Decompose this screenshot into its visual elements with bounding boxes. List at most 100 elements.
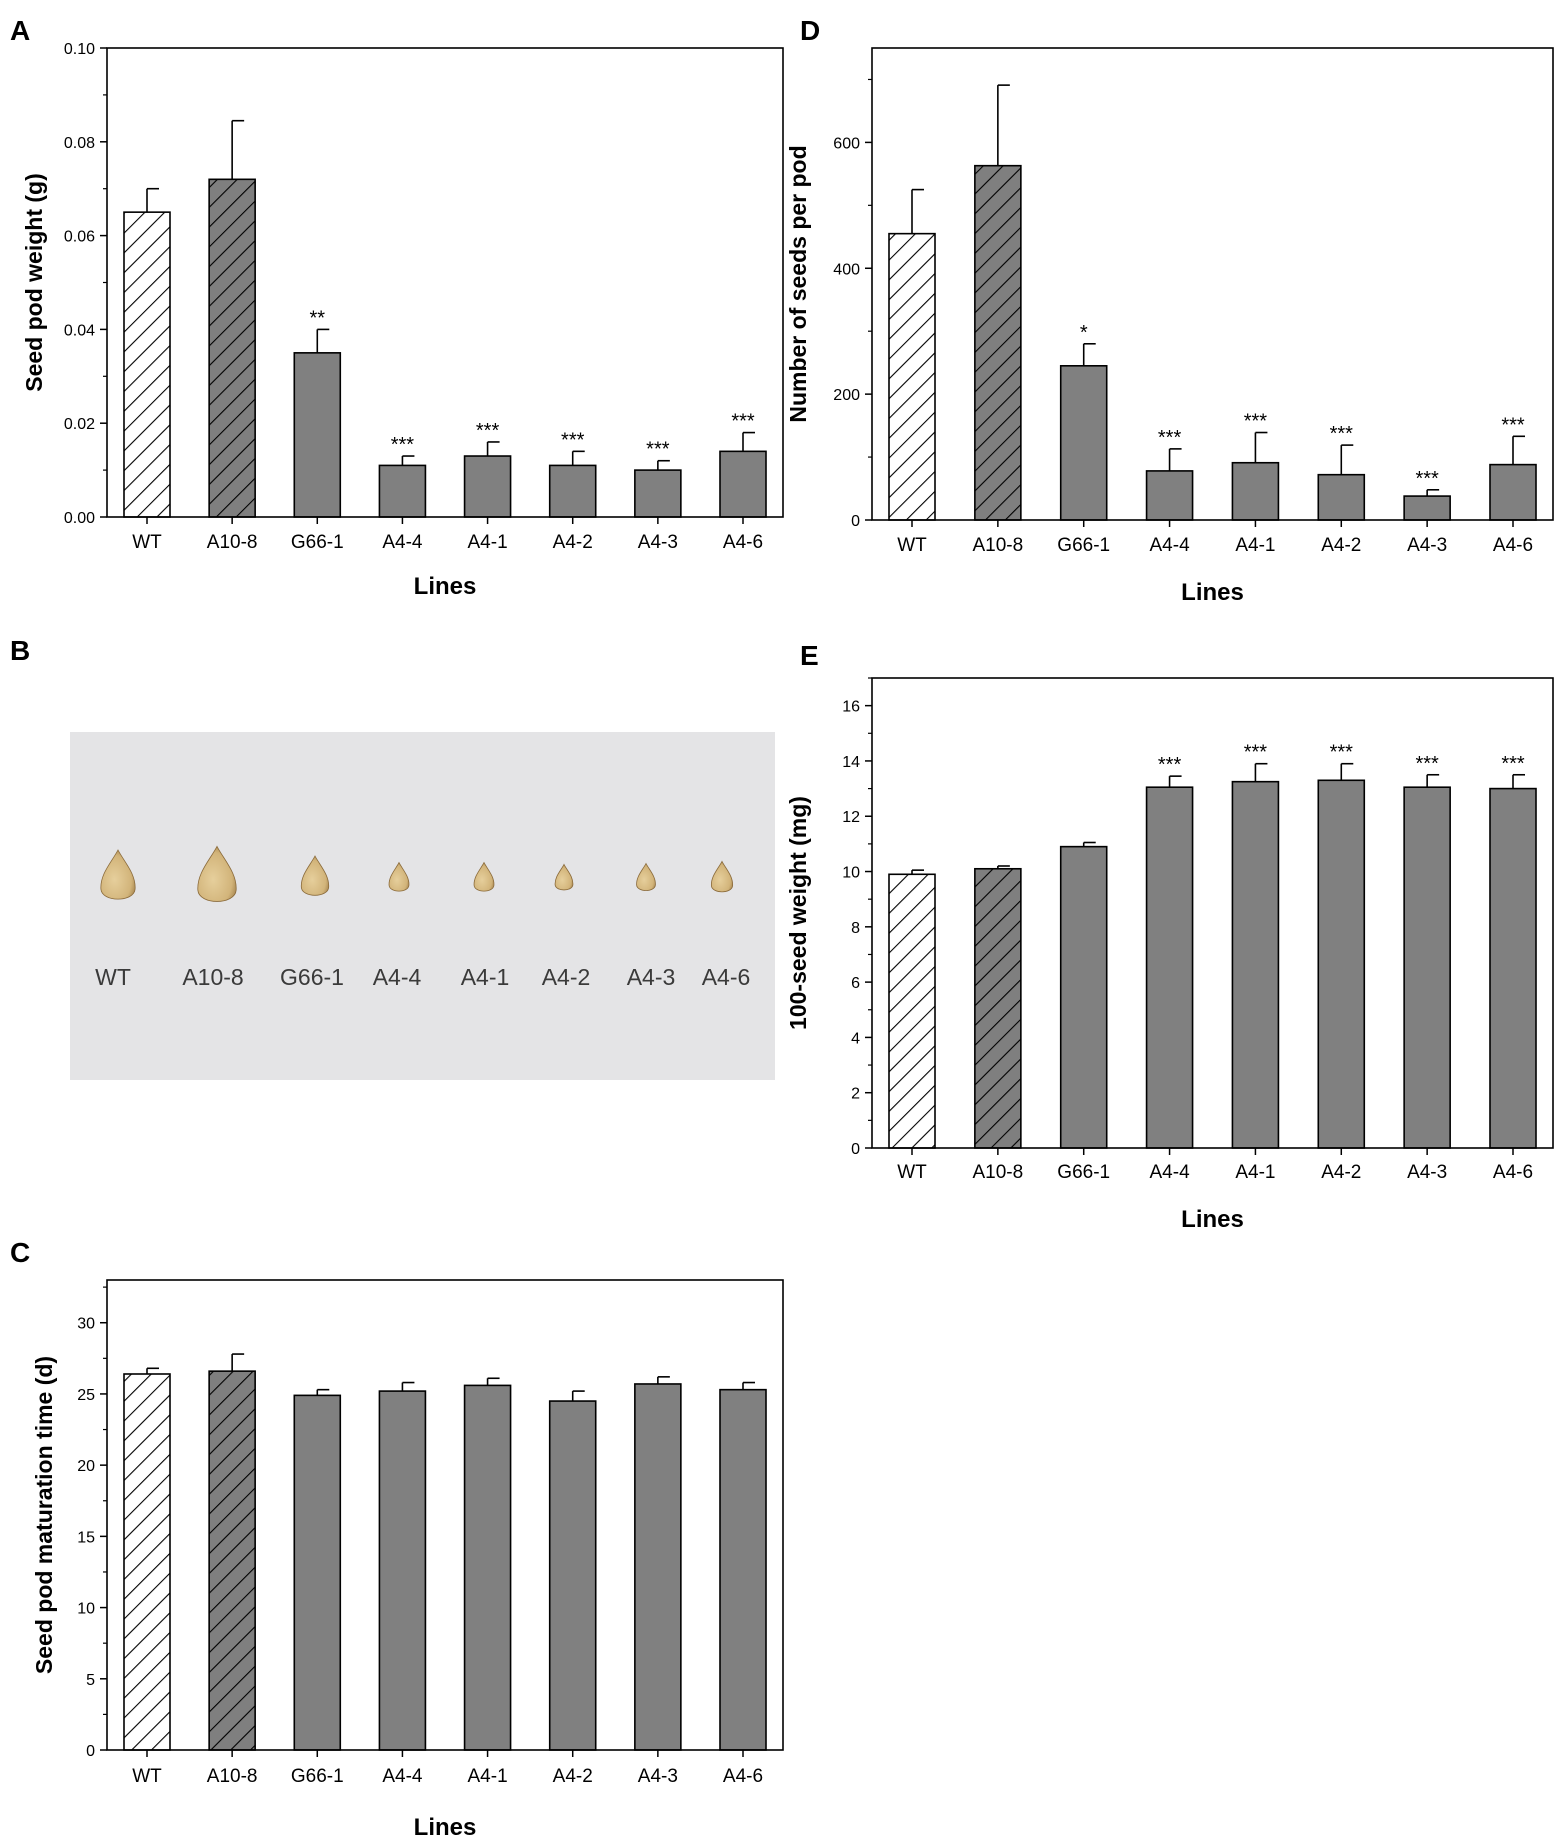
x-axis-label: Lines xyxy=(414,1814,477,1841)
y-tick-label: 0.02 xyxy=(64,416,95,433)
photo-label: WT xyxy=(95,964,131,990)
significance-marker: *** xyxy=(1501,753,1525,775)
y-axis-label: 100-seed weight (mg) xyxy=(785,796,811,1030)
bar-a4-1 xyxy=(463,1384,512,1751)
bar-a4-6 xyxy=(719,450,767,518)
y-tick-label: 25 xyxy=(77,1387,95,1404)
x-axis-label: Lines xyxy=(1181,1206,1244,1233)
seed-a10-8 xyxy=(197,845,237,902)
category-label: A4-6 xyxy=(723,1766,763,1787)
photo-label: A4-6 xyxy=(702,964,751,990)
significance-marker: ** xyxy=(309,307,325,329)
y-axis-label: Seed pod weight (g) xyxy=(21,173,47,392)
y-tick-label: 0.06 xyxy=(64,229,95,246)
category-label: G66-1 xyxy=(291,532,344,553)
chart-seed-pod-maturation-time: 0 5 10 15 20 25 30 WT A10-8 G66-1 A4-4 A4-1 A4-2 A4-3… xyxy=(31,1279,784,1841)
category-label: A4-1 xyxy=(468,532,508,553)
seed-a4-1 xyxy=(473,861,495,892)
bar-a4-1 xyxy=(1231,461,1280,521)
category-label: A4-4 xyxy=(1150,1162,1191,1183)
photo-label: A4-2 xyxy=(542,964,591,990)
category-label: A4-2 xyxy=(553,1766,593,1787)
bar-g66-1 xyxy=(293,352,342,518)
bar-wt xyxy=(123,211,171,518)
x-axis-label: Lines xyxy=(414,573,477,600)
bar-a4-1 xyxy=(1231,780,1280,1149)
plot-frame xyxy=(106,47,784,518)
y-tick-label: 12 xyxy=(842,809,860,826)
seed-a4-3 xyxy=(636,862,656,891)
photo-label: A4-3 xyxy=(627,964,676,990)
photo-background xyxy=(70,732,775,1080)
y-tick-label: 10 xyxy=(842,865,860,882)
bar-a4-2 xyxy=(548,1400,597,1751)
chart-seed-pod-weight: 0.00 0.02 0.04 0.06 0.08 0.10 WT A10-8 G66-1 ** A4… xyxy=(21,41,784,600)
panel-letter-d: D xyxy=(800,15,820,46)
category-label: A4-3 xyxy=(1407,1162,1447,1183)
significance-marker: * xyxy=(1080,322,1088,344)
y-tick-label: 0.08 xyxy=(64,135,95,152)
category-label: WT xyxy=(897,535,927,556)
significance-marker: *** xyxy=(1330,423,1354,445)
category-label: A4-1 xyxy=(468,1766,508,1787)
y-tick-label: 2 xyxy=(851,1086,860,1103)
category-label: A4-3 xyxy=(1407,535,1447,556)
bar-a4-4 xyxy=(378,464,427,518)
x-axis-label: Lines xyxy=(1181,579,1244,606)
y-tick-label: 20 xyxy=(77,1458,95,1475)
plot-frame xyxy=(871,677,1554,1149)
category-label: A4-2 xyxy=(553,532,593,553)
bar-a10-8 xyxy=(208,1370,256,1751)
category-label: A4-4 xyxy=(382,1766,423,1787)
bar-a4-4 xyxy=(1145,786,1194,1149)
seed-a4-4 xyxy=(388,861,410,892)
category-label: A10-8 xyxy=(973,1162,1024,1183)
category-label: G66-1 xyxy=(291,1766,344,1787)
panel-letter-c: C xyxy=(10,1237,30,1268)
y-tick-label: 200 xyxy=(833,387,860,404)
y-tick-label: 0 xyxy=(851,513,860,530)
y-axis-label: Seed pod maturation time (d) xyxy=(31,1356,57,1674)
bar-a4-4 xyxy=(378,1390,427,1751)
category-label: A10-8 xyxy=(207,532,258,553)
significance-marker: *** xyxy=(1501,414,1525,436)
category-label: G66-1 xyxy=(1057,535,1110,556)
significance-marker: *** xyxy=(1244,411,1268,433)
y-tick-label: 0.04 xyxy=(64,322,95,339)
category-label: A4-2 xyxy=(1321,535,1361,556)
y-tick-label: 5 xyxy=(86,1672,95,1689)
significance-marker: *** xyxy=(476,420,500,442)
y-axis-label: Number of seeds per pod xyxy=(785,145,811,422)
bar-a10-8 xyxy=(974,867,1022,1149)
bar-g66-1 xyxy=(1059,365,1108,521)
significance-marker: *** xyxy=(731,411,755,433)
chart-seeds-per-pod: 0 200 400 600 WT A10-8 G66-1 * A4-4 *** A4-1 *** A4-… xyxy=(785,47,1554,606)
panel-letter-b: B xyxy=(10,635,30,666)
category-label: A4-3 xyxy=(638,532,678,553)
significance-marker: *** xyxy=(1158,754,1182,776)
photo-label: A4-1 xyxy=(461,964,510,990)
bar-a4-3 xyxy=(634,1383,682,1751)
y-tick-label: 400 xyxy=(833,261,860,278)
bar-a4-3 xyxy=(634,469,682,518)
y-tick-label: 8 xyxy=(851,920,860,937)
y-tick-label: 16 xyxy=(842,699,860,716)
category-label: A10-8 xyxy=(207,1766,258,1787)
panel-letter-e: E xyxy=(800,640,819,671)
y-tick-label: 4 xyxy=(851,1030,860,1047)
bar-g66-1 xyxy=(1059,845,1108,1149)
significance-marker: *** xyxy=(1415,468,1439,490)
y-tick-label: 600 xyxy=(833,135,860,152)
panel-letter-a: A xyxy=(10,15,30,46)
y-tick-label: 0.00 xyxy=(64,510,95,527)
bar-a4-6 xyxy=(719,1388,767,1751)
bar-a4-3 xyxy=(1403,786,1451,1149)
bar-a10-8 xyxy=(208,178,256,518)
bar-wt xyxy=(888,873,936,1149)
chart-100-seed-weight: 0 2 4 6 8 10 12 14 16 WT A10-8 G66-1 A4-4 *** A4-1 *** A… xyxy=(785,677,1554,1233)
y-tick-label: 0 xyxy=(851,1141,860,1158)
y-tick-label: 0 xyxy=(86,1743,95,1760)
bar-a4-2 xyxy=(548,464,597,518)
significance-marker: *** xyxy=(1244,742,1268,764)
